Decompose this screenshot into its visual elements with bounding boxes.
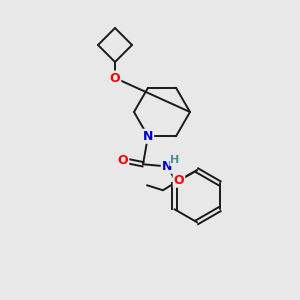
Text: O: O [118,154,128,167]
Text: O: O [174,174,184,187]
Text: N: N [143,130,153,143]
Text: N: N [162,160,172,173]
Text: H: H [170,155,180,165]
Text: O: O [110,71,120,85]
